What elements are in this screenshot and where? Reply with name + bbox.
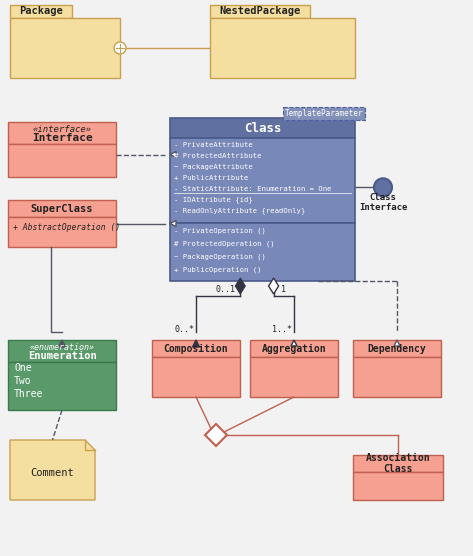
Polygon shape [193,340,200,347]
FancyBboxPatch shape [353,340,441,357]
Text: One: One [14,363,32,373]
FancyBboxPatch shape [152,357,240,397]
FancyBboxPatch shape [8,144,116,177]
Polygon shape [10,440,95,500]
Text: 1: 1 [281,285,286,294]
Text: + PublicAttribute: + PublicAttribute [174,175,248,181]
Text: 0..*: 0..* [174,325,194,334]
FancyBboxPatch shape [250,340,338,357]
Text: Class: Class [244,122,281,135]
Text: TemplateParameter: TemplateParameter [285,109,363,118]
Text: - ReadOnlyAttribute {readOnly}: - ReadOnlyAttribute {readOnly} [174,207,305,215]
Circle shape [374,178,392,196]
Text: Interface: Interface [32,133,92,143]
Text: # ProtectedAttribute: # ProtectedAttribute [174,153,262,159]
Text: + PublicOperation (): + PublicOperation () [174,267,262,273]
FancyBboxPatch shape [10,18,120,78]
FancyBboxPatch shape [283,107,365,120]
FancyBboxPatch shape [10,5,72,18]
Polygon shape [291,340,297,346]
Polygon shape [170,221,176,226]
Text: SuperClass: SuperClass [31,203,93,214]
Text: - PrivateOperation (): - PrivateOperation () [174,228,266,234]
Text: # ProtectedOperation (): # ProtectedOperation () [174,241,275,247]
Text: NestedPackage: NestedPackage [219,7,301,17]
Text: ~ PackageOperation (): ~ PackageOperation () [174,254,266,260]
Text: - IDAttribute {id}: - IDAttribute {id} [174,197,253,203]
FancyBboxPatch shape [152,340,240,357]
Polygon shape [394,340,400,346]
FancyBboxPatch shape [170,138,355,223]
FancyBboxPatch shape [210,18,355,78]
Text: 0..1: 0..1 [215,285,235,294]
Polygon shape [59,340,65,347]
Text: Class
Interface: Class Interface [359,192,407,212]
FancyBboxPatch shape [8,340,116,362]
Circle shape [114,42,126,54]
Text: Association
Class: Association Class [366,453,430,474]
Text: 1..*: 1..* [272,325,292,334]
FancyBboxPatch shape [353,357,441,397]
Text: Three: Three [14,389,44,399]
Text: Two: Two [14,376,32,386]
Text: ~ PackageAttribute: ~ PackageAttribute [174,164,253,170]
Text: Dependency: Dependency [368,344,426,354]
Text: Package: Package [19,7,63,17]
Text: Enumeration: Enumeration [27,351,96,361]
Text: - StaticAttribute: Enumeration = One: - StaticAttribute: Enumeration = One [174,186,332,192]
Text: Composition: Composition [164,344,228,354]
FancyBboxPatch shape [210,5,310,18]
FancyBboxPatch shape [8,200,116,217]
Polygon shape [269,278,279,294]
Text: «enumeration»: «enumeration» [29,342,95,351]
FancyBboxPatch shape [170,223,355,281]
Polygon shape [205,424,227,446]
Text: Comment: Comment [31,468,74,478]
Text: - PrivateAttribute: - PrivateAttribute [174,142,253,148]
FancyBboxPatch shape [8,217,116,247]
FancyBboxPatch shape [353,472,443,500]
Polygon shape [170,151,176,157]
Polygon shape [235,278,245,294]
FancyBboxPatch shape [353,455,443,472]
FancyBboxPatch shape [170,118,355,138]
Text: Aggregation: Aggregation [262,344,326,354]
Text: «interface»: «interface» [33,126,92,135]
FancyBboxPatch shape [8,122,116,144]
FancyBboxPatch shape [8,362,116,410]
Text: + AbstractOperation (): + AbstractOperation () [13,224,120,232]
FancyBboxPatch shape [250,357,338,397]
